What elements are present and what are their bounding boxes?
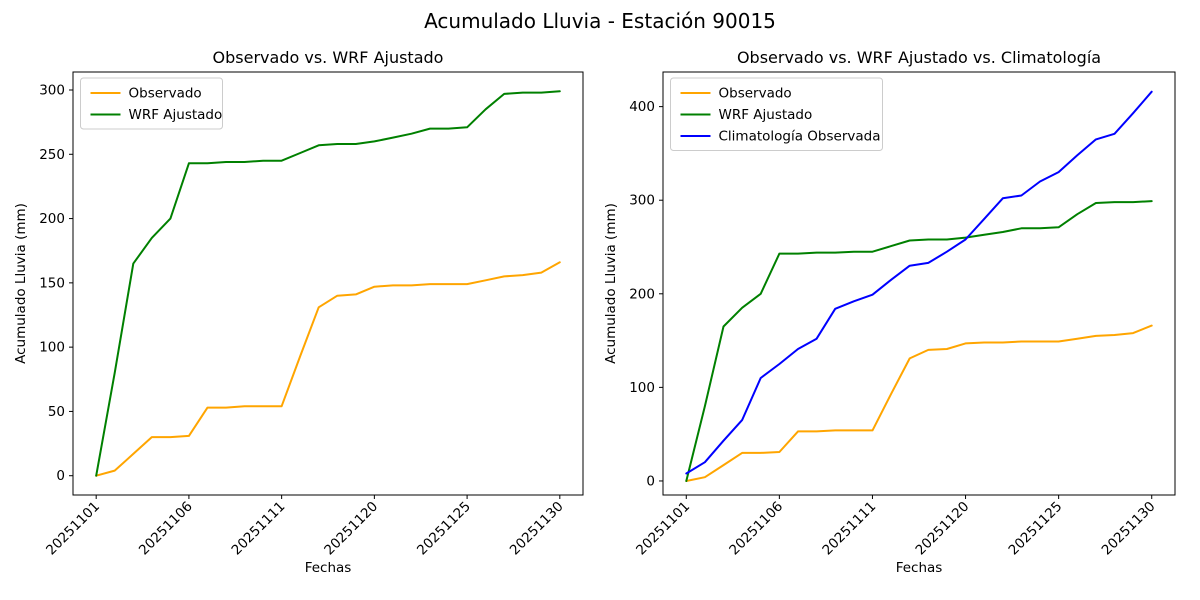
x-tick-label: 20251106 [136,499,196,559]
y-tick-label: 200 [629,286,655,302]
right-chart: 0 100 200 300 400 20251101 20251106 20251111 202… [603,71,1176,576]
x-tick-label: 20251106 [726,499,786,559]
legend: Observado WRF Ajustado [80,77,223,130]
x-tick-label: 20251111 [819,499,879,559]
legend: Observado WRF Ajustado Climatología Observ… [670,77,883,151]
legend-frame [80,77,223,130]
legend-label: Climatología Observada [719,129,881,145]
y-tick-label: 0 [646,473,655,489]
x-tick-label: 20251120 [321,499,381,559]
plot-border [662,71,1176,496]
y-axis-label: Acumulado Lluvia (mm) [13,203,29,364]
y-tick-label: 400 [629,99,655,115]
wrf-ajustado-line [685,200,1153,482]
observado-line [95,261,561,477]
legend-label: Observado [129,86,202,102]
figure-title: Acumulado Lluvia - Estación 90015 [424,9,776,33]
legend-frame [670,77,883,151]
y-tick-label: 300 [629,193,655,209]
left-chart-title: Observado vs. WRF Ajustado [212,48,444,67]
y-tick-label: 300 [39,83,65,99]
x-tick-label: 20251120 [912,499,972,559]
climatologia-observada-line [685,90,1153,475]
wrf-ajustado-line [95,90,561,477]
x-tick-label: 20251130 [1099,499,1159,559]
x-axis-label: Fechas [896,560,943,576]
x-tick-label: 20251125 [414,499,474,559]
x-tick-label: 20251101 [43,499,103,559]
x-tick-label: 20251101 [633,499,693,559]
legend-label: Observado [719,86,792,102]
x-tick-label: 20251111 [229,499,289,559]
x-tick-label: 20251130 [507,499,567,559]
y-tick-label: 50 [48,404,65,420]
legend-label: WRF Ajustado [129,107,223,123]
y-tick-label: 100 [39,340,65,356]
x-axis-label: Fechas [305,560,352,576]
y-axis-label: Acumulado Lluvia (mm) [603,203,619,364]
y-tick-label: 0 [56,468,65,484]
left-chart: 0 50 100 150 200 250 300 20251101 20251106 202511… [13,71,584,576]
plot-border [72,71,584,496]
y-tick-label: 250 [39,147,65,163]
observado-line [685,324,1153,482]
y-tick-label: 200 [39,211,65,227]
legend-label: WRF Ajustado [719,107,813,123]
y-tick-label: 150 [39,275,65,291]
y-tick-label: 100 [629,380,655,396]
x-tick-label: 20251125 [1006,499,1066,559]
right-chart-title: Observado vs. WRF Ajustado vs. Climatolo… [736,48,1102,67]
